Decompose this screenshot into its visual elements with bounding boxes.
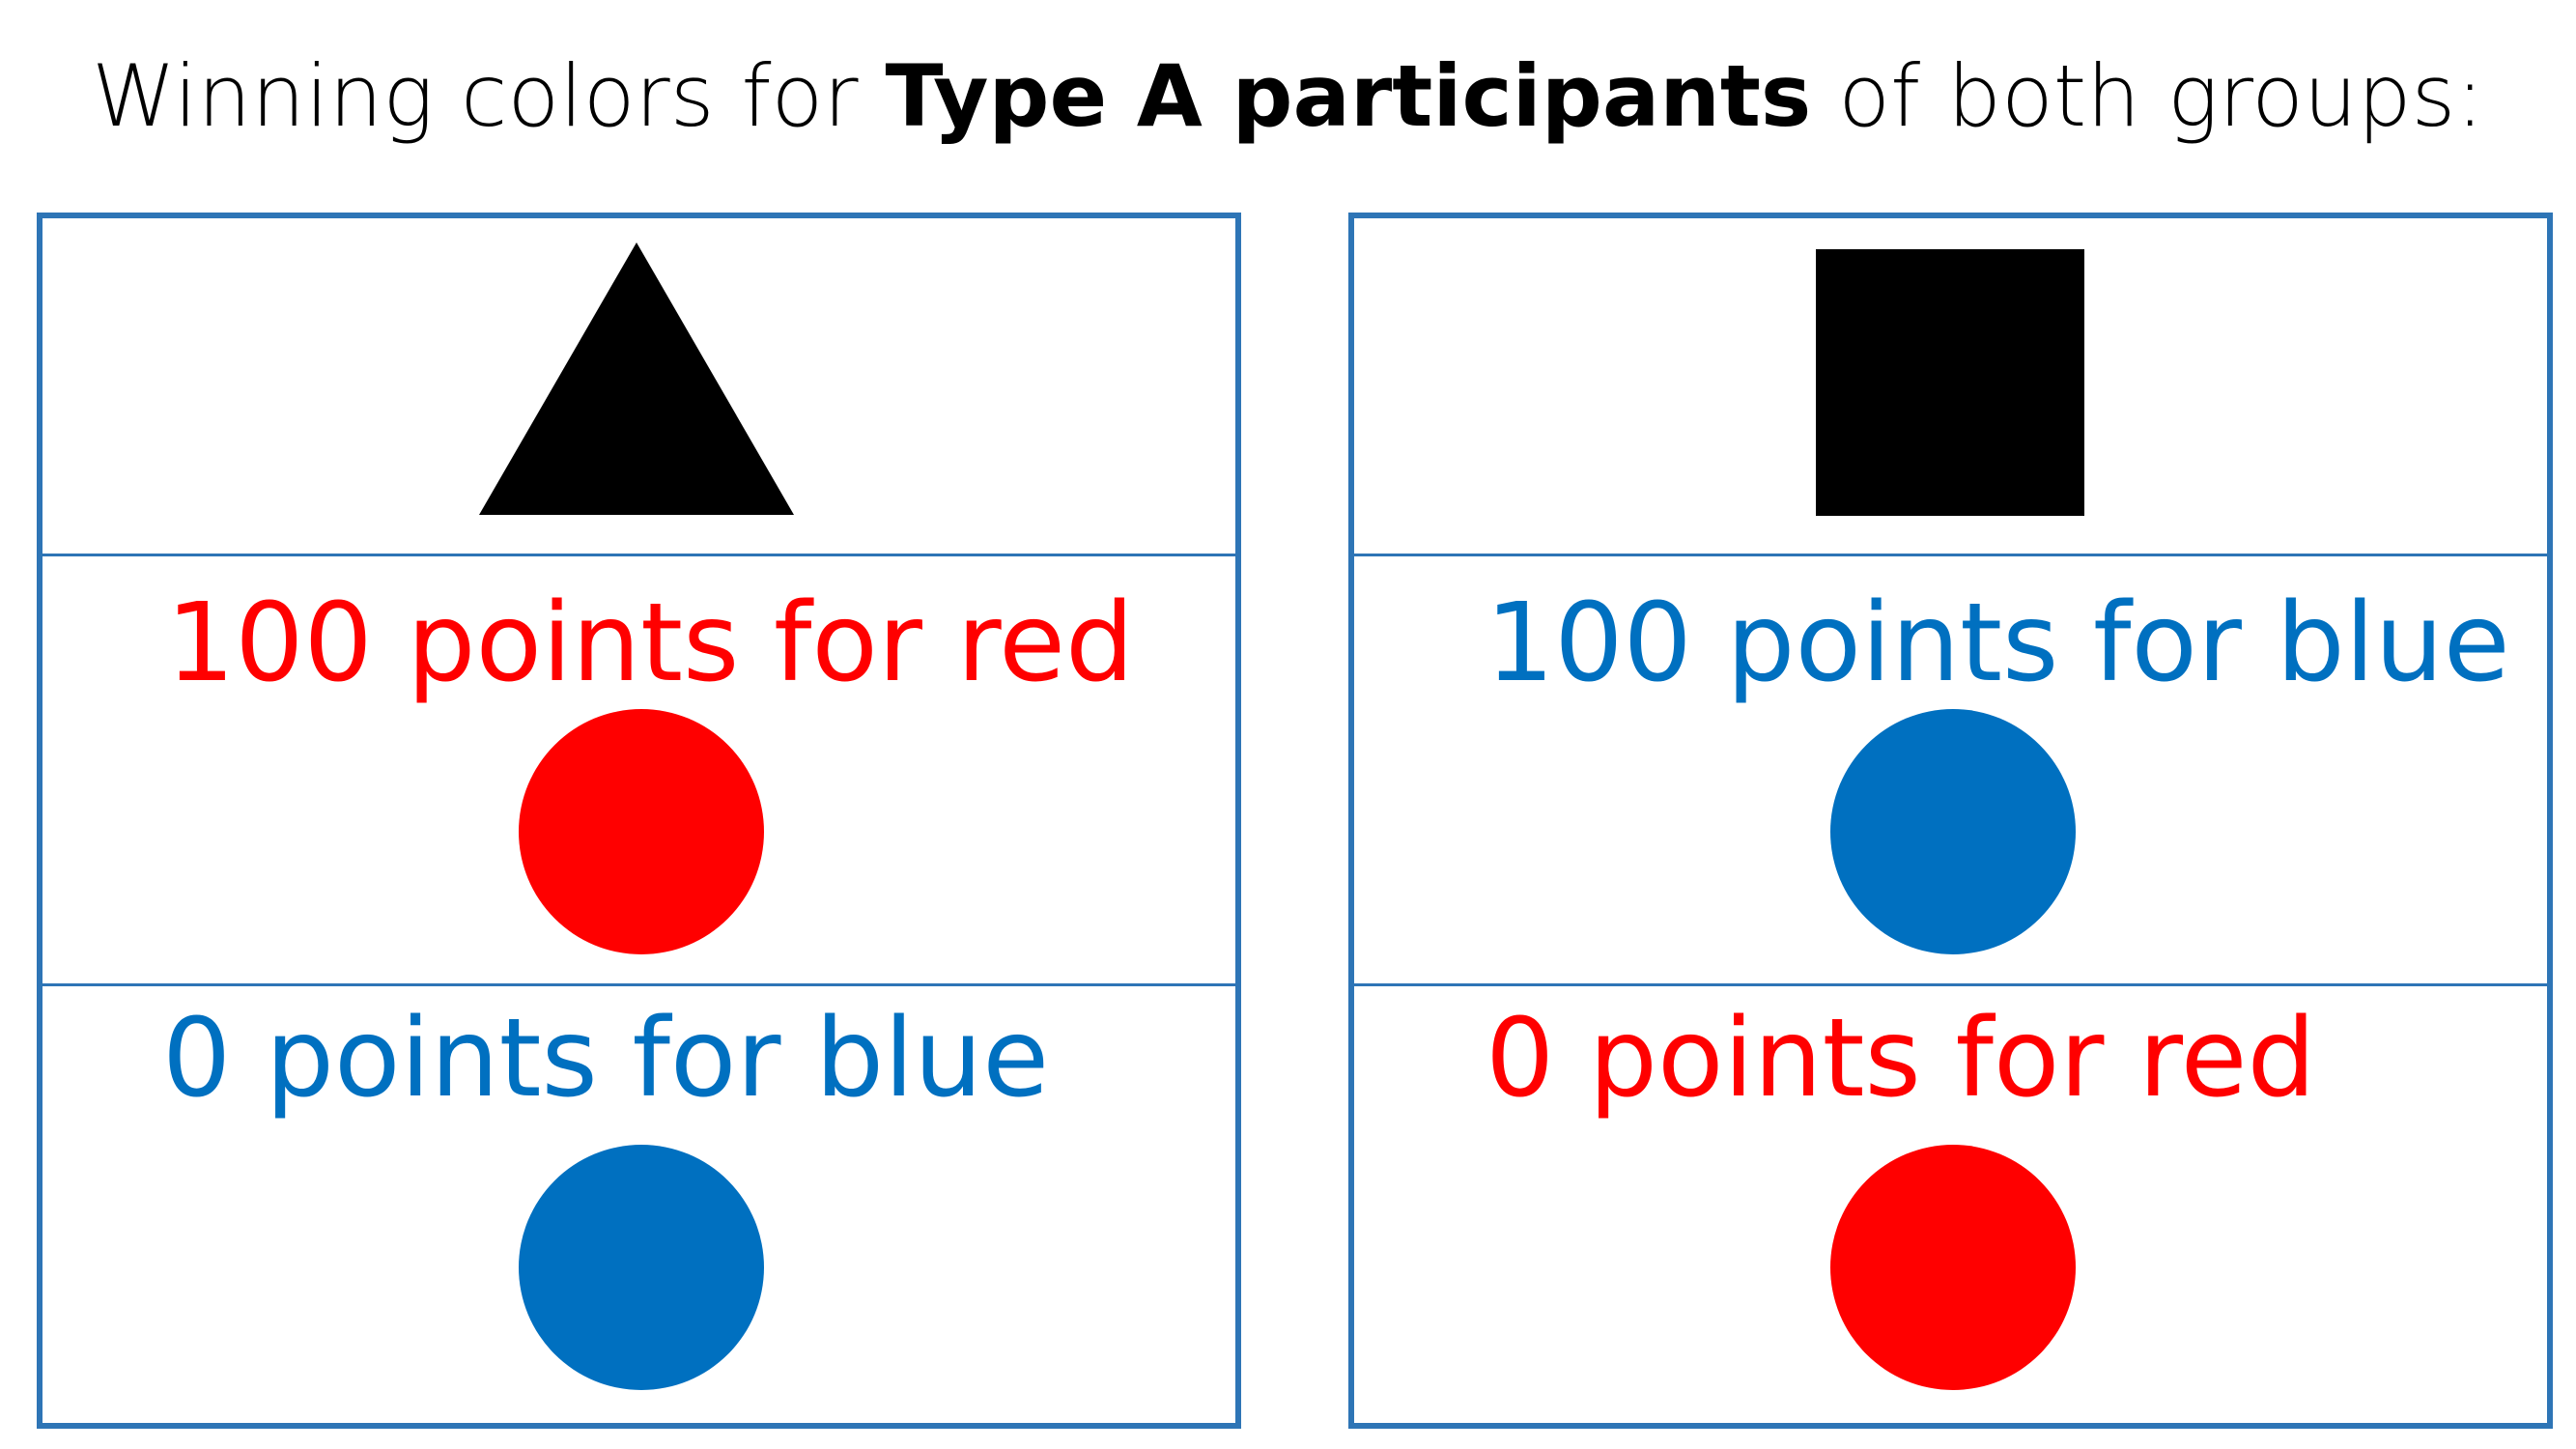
winner-color-dot	[1830, 709, 2076, 954]
shape-area	[42, 218, 1235, 554]
title-prefix: Winning colors for	[91, 46, 886, 146]
square-icon	[1816, 249, 2084, 516]
loser-color-dot	[519, 1145, 764, 1390]
loser-color-dot	[1830, 1145, 2076, 1390]
divider	[1354, 554, 2547, 556]
page-title: Winning colors for Type A participants o…	[0, 39, 2576, 155]
winner-points-label: 100 points for red	[166, 581, 1135, 706]
loser-points-label: 0 points for blue	[162, 996, 1050, 1122]
panel-triangle: 100 points for red 0 points for blue	[37, 213, 1241, 1429]
triangle-icon	[479, 242, 794, 515]
divider	[42, 983, 1235, 986]
loser-points-label: 0 points for red	[1486, 996, 2316, 1122]
shape-area	[1354, 218, 2547, 554]
winner-color-dot	[519, 709, 764, 954]
divider	[42, 554, 1235, 556]
winner-points-label: 100 points for blue	[1486, 581, 2510, 706]
title-suffix: of both groups:	[1811, 46, 2485, 146]
divider	[1354, 983, 2547, 986]
title-emphasis: Type A participants	[885, 46, 1812, 146]
panel-square: 100 points for blue 0 points for red	[1348, 213, 2553, 1429]
